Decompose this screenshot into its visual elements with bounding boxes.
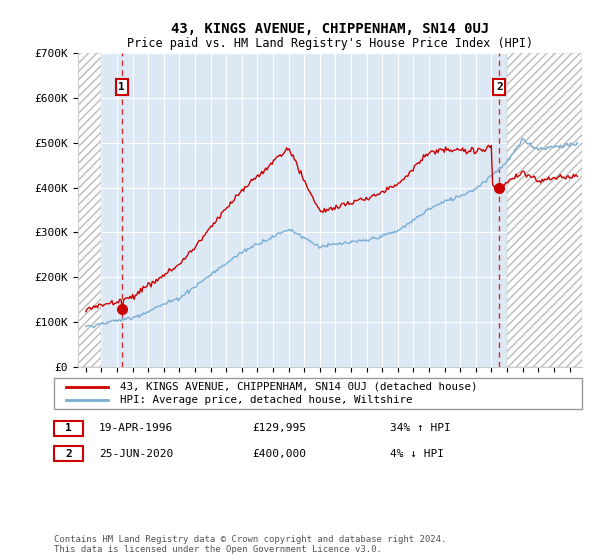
Text: 25-JUN-2020: 25-JUN-2020 bbox=[99, 449, 173, 459]
Text: £129,995: £129,995 bbox=[252, 423, 306, 433]
Text: 2: 2 bbox=[496, 82, 503, 92]
Text: Price paid vs. HM Land Registry's House Price Index (HPI): Price paid vs. HM Land Registry's House … bbox=[127, 37, 533, 50]
Text: Contains HM Land Registry data © Crown copyright and database right 2024.
This d: Contains HM Land Registry data © Crown c… bbox=[54, 535, 446, 554]
Text: 2: 2 bbox=[65, 449, 72, 459]
Bar bbox=[78, 53, 101, 367]
Text: 43, KINGS AVENUE, CHIPPENHAM, SN14 0UJ (detached house): 43, KINGS AVENUE, CHIPPENHAM, SN14 0UJ (… bbox=[120, 381, 478, 391]
Text: 43, KINGS AVENUE, CHIPPENHAM, SN14 0UJ: 43, KINGS AVENUE, CHIPPENHAM, SN14 0UJ bbox=[171, 22, 489, 36]
Text: £400,000: £400,000 bbox=[252, 449, 306, 459]
Text: 19-APR-1996: 19-APR-1996 bbox=[99, 423, 173, 433]
Text: 1: 1 bbox=[118, 82, 125, 92]
Text: 4% ↓ HPI: 4% ↓ HPI bbox=[390, 449, 444, 459]
Text: 1: 1 bbox=[65, 423, 72, 433]
Text: HPI: Average price, detached house, Wiltshire: HPI: Average price, detached house, Wilt… bbox=[120, 395, 413, 405]
Bar bbox=[507, 53, 582, 367]
Text: 34% ↑ HPI: 34% ↑ HPI bbox=[390, 423, 451, 433]
